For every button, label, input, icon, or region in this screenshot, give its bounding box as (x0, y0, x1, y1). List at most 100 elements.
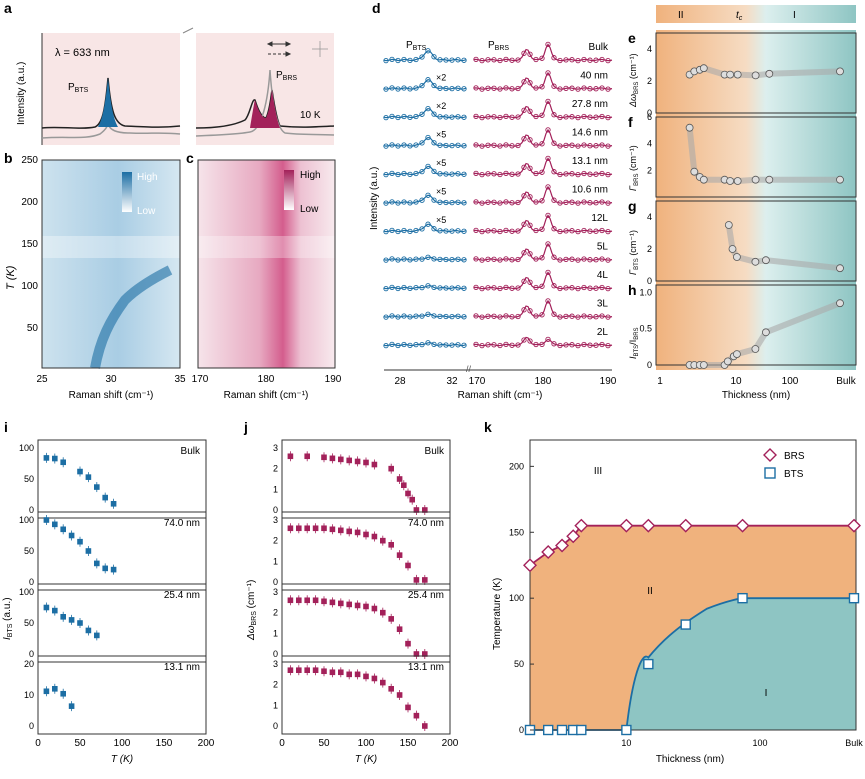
data-point (304, 667, 310, 673)
data-point (60, 614, 66, 620)
spectrum-brs-point (539, 55, 545, 61)
spectrum-brs-point (521, 307, 527, 313)
panel-label-f: f (628, 114, 633, 130)
ytick: 1.0 (639, 287, 652, 297)
spectrum-bts-point (383, 114, 389, 121)
spectrum-bts-point (407, 285, 413, 292)
multiplier-label: ×5 (436, 215, 446, 225)
point-h (733, 350, 741, 359)
spectrum-bts-point (425, 311, 431, 317)
data-point (371, 533, 378, 540)
point-f (699, 175, 708, 184)
spectrum-brs-point (515, 313, 521, 320)
spectrum-bts-point (461, 228, 467, 234)
ytick: 2 (273, 680, 278, 690)
spectrum-bts-point (383, 171, 389, 178)
spectrum-bts-point (443, 57, 449, 63)
spectrum-brs-point (497, 285, 503, 292)
frame-e (655, 32, 857, 114)
subplot-frame (37, 511, 207, 591)
spectrum-bts-point (419, 82, 425, 89)
ytick: 1 (273, 628, 278, 638)
spectrum-brs-point (521, 164, 527, 170)
spectrum-brs-point (599, 113, 605, 120)
ylabel-e: ΔωBRS (cm⁻¹) (628, 53, 640, 108)
panel-b-xticks: 25 30 35 (36, 374, 186, 385)
spectrum-bts-point (395, 314, 401, 320)
ylabel-main: Γ (628, 185, 638, 191)
spectrum-bts-point (395, 257, 401, 263)
spectrum-bts-point (407, 200, 413, 206)
spectrum-brs-point (605, 114, 611, 121)
spectrum-brs-point (599, 284, 605, 291)
brs-point (566, 529, 581, 544)
point-g (751, 257, 760, 266)
spectrum-brs-point (491, 85, 497, 91)
data-point (354, 529, 361, 536)
spectrum-bts-point (455, 85, 461, 91)
point-e (836, 67, 844, 76)
spectrum-bts-point (455, 228, 461, 234)
ylabel-sub: BTS (7, 623, 14, 637)
spectrum-brs-point (599, 85, 605, 91)
spectrum-brs-point (497, 143, 503, 149)
spectrum-brs-point (521, 221, 527, 227)
ylabel-unit: (cm⁻¹) (628, 53, 638, 81)
spectrum-brs-point (551, 55, 557, 61)
spectrum-brs-point (575, 257, 581, 263)
point-g (724, 221, 733, 229)
data-point (380, 537, 386, 544)
spectrum-bts-point (431, 284, 437, 291)
spectrum-brs-point (503, 256, 509, 262)
phase-label: III (594, 466, 602, 477)
spectrum-brs-point (479, 57, 485, 64)
data-point (363, 673, 369, 680)
spectrum-brs-point (551, 254, 557, 260)
spectrum-bts-point (407, 342, 413, 349)
spectrum-bts-point (407, 314, 413, 320)
panel-d-pbts: PBTS (406, 40, 427, 52)
spectrum-brs-point (605, 143, 611, 149)
xtick: 200 (198, 738, 215, 749)
spectrum-bts-point (443, 114, 449, 120)
spectrum-bts-point (437, 142, 443, 148)
spectrum-bts-point (395, 342, 401, 349)
spectrum-brs-point (593, 114, 599, 120)
phase-band-i: I (793, 10, 796, 21)
data-point (363, 603, 369, 610)
spectrum-bts-point (401, 142, 407, 148)
data-point (338, 456, 344, 463)
subplot-frame (37, 583, 207, 663)
map-b-feature (90, 265, 173, 369)
spectrum-brs-point (563, 57, 569, 63)
data-point (52, 455, 58, 462)
spectrum-bts-point (413, 256, 419, 262)
spectrum-brs-point (509, 285, 515, 291)
ylabel-g: ΓBTS (cm⁻¹) (628, 230, 640, 275)
data-point (338, 600, 344, 607)
xtick: 180 (258, 374, 275, 385)
brs-point (847, 518, 861, 533)
spectrum-brs-point (479, 143, 485, 149)
frame-h (655, 284, 857, 366)
ylabel-sub2: BRS (634, 327, 640, 339)
spectrum-brs-point (581, 313, 587, 319)
ytick: 100 (509, 593, 524, 603)
ylabel-unit: (a.u.) (2, 597, 13, 623)
xtick: 180 (535, 376, 552, 387)
sample-label: 27.8 nm (572, 99, 608, 110)
ytick: 50 (27, 323, 39, 334)
spectrum-brs-point (515, 342, 521, 348)
axes-cross-icon (312, 41, 328, 57)
spectrum-bts-point (383, 86, 389, 92)
panel-label-e: e (628, 30, 636, 46)
ytick: 4 (647, 139, 652, 149)
spectrum-brs-point (509, 228, 515, 234)
data-point (396, 692, 403, 698)
xtick: 32 (446, 376, 458, 387)
spectrum-bts-point (437, 114, 443, 120)
spectrum-brs-point (593, 257, 599, 263)
spectrum-bts-point (455, 313, 461, 319)
spectrum-brs-point (605, 342, 611, 349)
data-point (94, 560, 100, 567)
